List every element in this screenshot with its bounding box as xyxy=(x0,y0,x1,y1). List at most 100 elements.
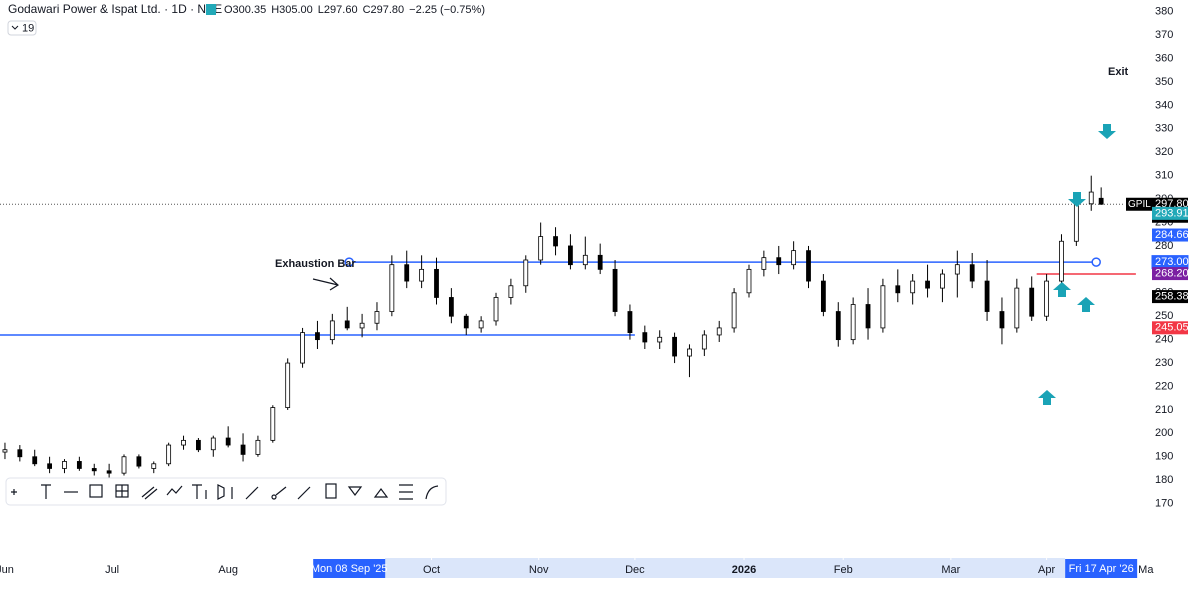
candle-body xyxy=(508,285,514,298)
candle-body xyxy=(478,320,484,329)
candle-body xyxy=(835,311,841,341)
candle-body xyxy=(47,463,53,469)
y-tick-label: 280 xyxy=(1155,240,1173,252)
candle-body xyxy=(657,336,663,343)
y-tick-label: 220 xyxy=(1155,380,1173,392)
candle-body xyxy=(419,268,425,282)
y-tick-label: 240 xyxy=(1155,334,1173,346)
candle-body xyxy=(374,311,380,324)
candle-body xyxy=(612,268,618,312)
y-tick-label: 360 xyxy=(1155,52,1173,64)
candle-body xyxy=(225,437,231,446)
candle-body xyxy=(285,362,291,408)
y-tick-label: 210 xyxy=(1155,404,1173,416)
candle-body xyxy=(255,439,261,455)
candle-body xyxy=(136,456,142,467)
candle-body xyxy=(1029,287,1035,317)
candle-body xyxy=(76,461,82,469)
crosshair-label: Mon 08 Sep '25 xyxy=(311,563,388,575)
candle-body xyxy=(954,264,960,275)
candle-body xyxy=(463,315,469,329)
candle-body xyxy=(240,444,246,455)
candle-body xyxy=(17,449,23,458)
candle-body xyxy=(1059,240,1064,282)
toolbar xyxy=(5,477,447,506)
y-tick-label: 370 xyxy=(1155,29,1173,41)
symbol-tag: GPIL xyxy=(1128,199,1151,210)
ohlc-value: O300.35 xyxy=(224,4,266,16)
plot xyxy=(0,175,1136,478)
y-tick-label: 350 xyxy=(1155,76,1173,88)
y-tick-label: 230 xyxy=(1155,357,1173,369)
candle-body xyxy=(196,439,201,451)
candle-body xyxy=(166,444,172,465)
candle-body xyxy=(820,280,826,312)
candle-body xyxy=(880,285,886,329)
candle-body xyxy=(181,439,186,446)
candle-body xyxy=(1044,280,1049,317)
candle-body xyxy=(62,461,67,469)
candle-body xyxy=(969,264,975,282)
x-tick-label: Aug xyxy=(218,564,238,576)
candle-body xyxy=(925,280,930,289)
candle-body xyxy=(716,327,722,336)
crosshair-label: Fri 17 Apr '26 xyxy=(1069,563,1134,575)
indicator-count[interactable]: 19 xyxy=(22,22,34,34)
candle-body xyxy=(865,304,871,329)
price-label-bg xyxy=(1152,321,1188,335)
ohlc-value: L297.60 xyxy=(318,4,358,16)
candle-body xyxy=(389,264,395,312)
price-label: 268.20 xyxy=(1155,267,1189,279)
ohlc-value: −2.25 (−0.75%) xyxy=(409,4,485,16)
crosshair-label-bg xyxy=(313,559,386,578)
y-tick-label: 320 xyxy=(1155,146,1173,158)
y-tick-label: 380 xyxy=(1155,6,1173,18)
chevron xyxy=(11,25,19,30)
candle-body xyxy=(270,407,276,441)
x-tick-label: 2026 xyxy=(732,564,756,576)
price-label-bg xyxy=(1152,267,1188,281)
arrows xyxy=(1038,124,1116,405)
x-tick-label: Apr xyxy=(1038,564,1055,576)
candle-body xyxy=(1098,197,1104,205)
candle-body xyxy=(523,259,529,287)
candle-body xyxy=(538,236,544,261)
y-tick-label: 170 xyxy=(1155,498,1173,510)
candle-body xyxy=(106,470,112,474)
live-icon xyxy=(206,4,216,15)
candle-body xyxy=(776,257,782,266)
ohlc: O300.35 H305.00 L297.60 C297.80 −2.25 (−0.75… xyxy=(224,4,485,16)
candle-body xyxy=(91,468,97,472)
price-label-bg xyxy=(1152,290,1188,304)
x-tick-label: Feb xyxy=(834,564,853,576)
price-label-bg xyxy=(1152,228,1188,242)
y-tick-label: 310 xyxy=(1155,170,1173,182)
candle-body xyxy=(151,463,157,469)
line-handle xyxy=(1091,257,1101,267)
candle-body xyxy=(359,322,365,329)
candle-body xyxy=(999,311,1005,329)
y-tick-label: 340 xyxy=(1155,99,1173,111)
y-tick-label: 250 xyxy=(1155,310,1173,322)
candle-body xyxy=(850,304,856,341)
annotation-arrow xyxy=(312,277,340,291)
annotation: Exit xyxy=(1108,66,1129,78)
symbol-tag-bg xyxy=(1126,197,1152,211)
indicator-chip[interactable] xyxy=(7,20,37,36)
candle-body xyxy=(2,449,8,453)
y-tick-label: 190 xyxy=(1155,451,1173,463)
axes: 1701801902002102202302402502602702802903… xyxy=(0,6,1193,578)
price-label: 284.66 xyxy=(1155,229,1189,241)
candle-body xyxy=(910,280,916,294)
candle-body xyxy=(895,285,901,294)
annotation: Exhaustion Bar xyxy=(275,258,356,270)
candle-body xyxy=(568,245,573,266)
time-range xyxy=(385,558,1065,578)
candle-body xyxy=(315,332,320,341)
candle-body xyxy=(32,456,38,465)
candle-body xyxy=(121,456,127,474)
price-label: 293.91 xyxy=(1155,207,1189,219)
y-tick-label: 180 xyxy=(1155,474,1173,486)
candle-body xyxy=(329,320,335,341)
candle-body xyxy=(434,268,439,298)
